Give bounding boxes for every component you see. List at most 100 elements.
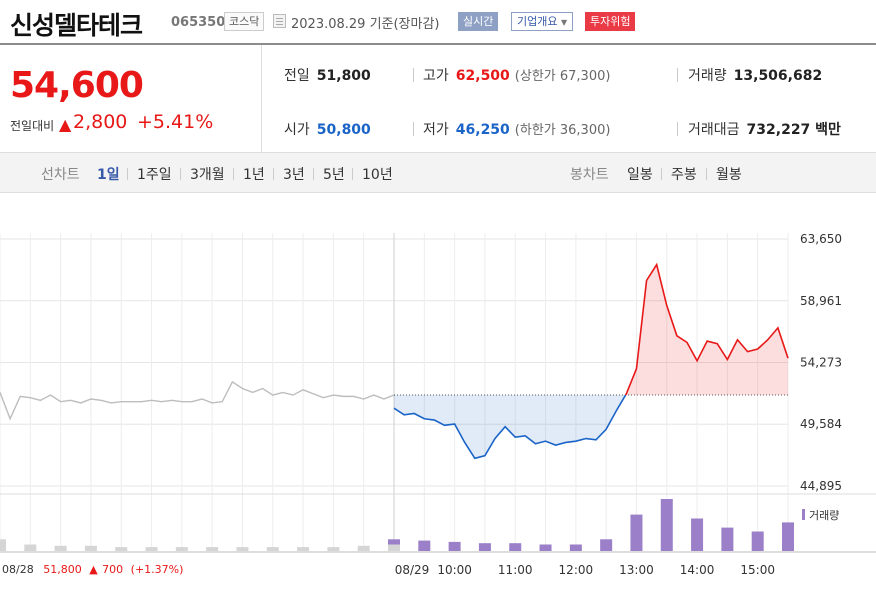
tab-10years[interactable]: 10년 [362,167,393,183]
y-tick-label: 44,895 [800,479,842,493]
prev-day-volume-bar [297,547,310,551]
y-axis: 63,650 58,961 54,273 49,584 44,895 [800,232,842,493]
today-series [393,262,789,460]
prev-day-arrow-icon: ▲ [89,563,98,576]
x-tick-label: 15:00 [740,563,775,577]
trade-amount-cell: 거래대금 732,227 백만 [688,119,841,139]
volume-legend: 거래량 [809,509,839,522]
today-volume-bar [448,541,461,551]
company-overview-dropdown[interactable]: 기업개요 ▼ [511,12,574,31]
prev-day-volume-bar [24,544,37,551]
market-badge: 코스닥 [224,12,265,31]
today-volume-bar [660,499,673,551]
x-tick-label: 11:00 [498,563,533,577]
prev-day-line [0,380,395,421]
divider [677,122,678,136]
stock-code: 065350 [171,15,226,30]
today-volume-bar [721,527,734,551]
today-volume-bar [782,522,794,551]
x-tick-label: 14:00 [680,563,715,577]
low-label: 저가 [423,122,449,138]
investment-risk-badge: 투자위험 [585,12,636,31]
divider [677,68,678,82]
prev-day-series [0,380,395,421]
candle-chart-label: 봉차트 [570,167,609,183]
volume-cell: 거래량 13,506,682 [688,65,822,85]
prev-day-volume-bar [327,547,340,551]
low-value: 46,250 [455,122,510,138]
tab-1week[interactable]: 1주일 [137,167,172,183]
divider [706,168,707,180]
x-tick-label: 13:00 [619,563,654,577]
above-reference-area [625,264,788,396]
current-price: 54,600 [10,65,144,106]
volume-panel [0,499,794,551]
price-line-down [393,394,627,460]
tab-1day[interactable]: 1일 [97,167,120,183]
volume-value: 13,506,682 [733,68,823,84]
x-axis: 08/29 10:00 11:00 12:00 13:00 14:00 15:00 [395,563,775,577]
prev-close-cell: 전일 51,800 [284,65,371,85]
today-volume-bar [539,544,552,551]
dropdown-arrow-icon: ▼ [560,18,568,27]
prev-day-volume-bar [357,545,370,551]
tab-3months[interactable]: 3개월 [190,167,225,183]
calendar-icon [273,14,286,28]
price-change: 2,800 [73,111,128,133]
trade-amount-label: 거래대금 [688,122,740,138]
low-cell: 저가 46,250 (하한가 36,300) [423,119,610,139]
tab-5years[interactable]: 5년 [323,167,345,183]
divider [127,168,128,180]
tab-daily-candle[interactable]: 일봉 [627,167,653,183]
line-chart-label: 선차트 [41,167,80,183]
prev-day-info: 08/28 51,800 ▲ 700 (+1.37%) [2,563,183,576]
change-rate: +5.41% [137,111,214,133]
tab-weekly-candle[interactable]: 주봉 [671,167,697,183]
base-date: 2023.08.29 기준(장마감) [291,17,440,32]
prev-day-volume-bar [115,547,128,551]
high-cell: 고가 62,500 (상한가 67,300) [423,65,610,85]
x-tick-label: 12:00 [559,563,594,577]
divider [413,68,414,82]
prev-day-close: 51,800 [43,563,82,576]
prev-day-volume-bar [0,539,6,551]
current-price-box: 54,600 전일대비 ▲ 2,800 +5.41% [0,45,262,153]
header-divider [0,43,876,45]
chart-period-tabs: 선차트 1일 1주일 3개월 1년 3년 5년 10년 봉차트 일봉 주봉 월봉 [0,153,876,193]
below-reference-area [394,395,626,459]
prev-day-volume-bar [266,547,279,551]
y-tick-label: 63,650 [800,232,842,246]
x-tick-label: 08/29 [395,563,430,577]
high-value: 62,500 [455,68,510,84]
price-summary: 54,600 전일대비 ▲ 2,800 +5.41% 전일 51,800 고가 62… [0,45,876,153]
prev-close-value: 51,800 [316,68,371,84]
prev-day-volume-bar [145,547,158,551]
tab-3years[interactable]: 3년 [283,167,305,183]
y-tick-label: 58,961 [800,294,842,308]
tab-monthly-candle[interactable]: 월봉 [716,167,742,183]
today-volume-bar [478,543,491,551]
company-overview-label: 기업개요 [517,15,558,28]
prev-day-volume-bar [84,545,97,551]
prev-day-rate: (+1.37%) [131,563,184,576]
lower-limit: (하한가 36,300) [514,123,611,138]
divider [233,168,234,180]
prev-close-label: 전일 [284,68,310,84]
divider [661,168,662,180]
chart-grid [0,233,876,553]
y-tick-label: 54,273 [800,355,842,369]
prev-day-volume-bar [388,544,400,551]
prev-day-volume-bar [206,547,219,551]
divider [273,168,274,180]
today-volume-bar [600,539,613,551]
prev-day-label: 08/28 [2,563,34,576]
tab-1year[interactable]: 1년 [243,167,265,183]
today-volume-bar [418,540,431,551]
realtime-button[interactable]: 실시간 [458,12,499,31]
today-volume-bar [630,514,643,551]
open-cell: 시가 50,800 [284,119,371,139]
y-tick-label: 49,584 [800,417,842,431]
prev-day-volume-bar [236,547,249,551]
today-volume-bar [569,544,582,551]
divider [352,168,353,180]
